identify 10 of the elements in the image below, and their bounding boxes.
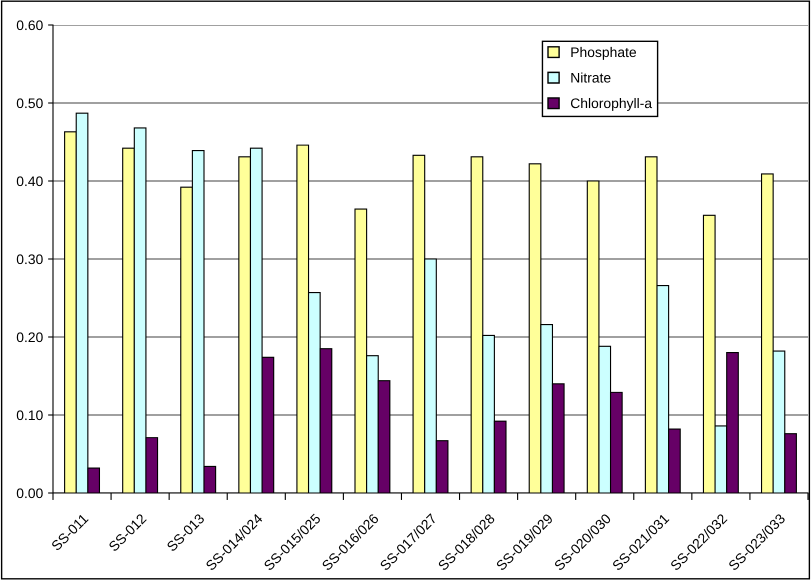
y-tick-label: 0.10 [16, 410, 43, 420]
y-tick-label: 0.60 [16, 20, 43, 30]
y-tick-label: 0.50 [16, 98, 43, 108]
legend-label: Phosphate [571, 46, 636, 60]
legend-label: Nitrate [571, 72, 611, 83]
y-tick-label: 0.20 [16, 332, 43, 342]
legend-label: Chlorophyll-a [570, 98, 652, 111]
y-tick-label: 0.40 [16, 176, 43, 186]
y-tick-label: 0.30 [16, 254, 43, 264]
y-tick-label: 0.00 [16, 488, 43, 498]
